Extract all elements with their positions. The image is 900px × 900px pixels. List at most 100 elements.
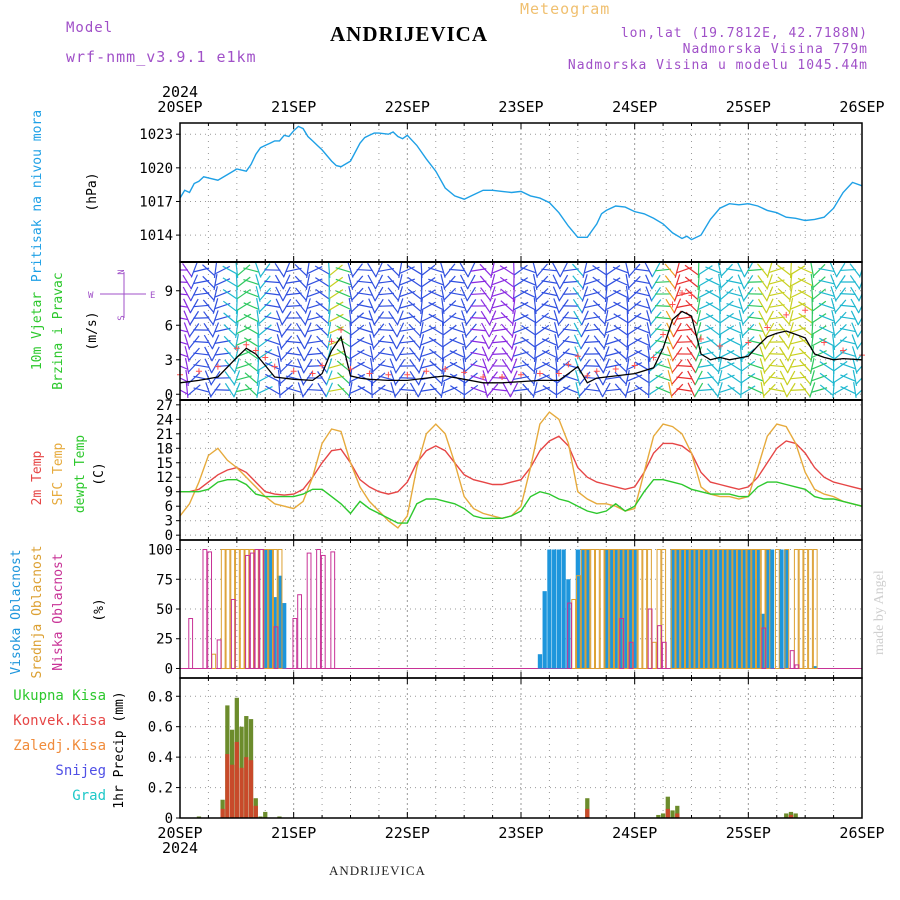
y-tick-label: 24 — [156, 412, 173, 428]
low-cloud-bar — [230, 598, 236, 669]
wind-arrow — [285, 329, 302, 331]
high-cloud-bar — [755, 549, 760, 669]
mid-cloud-bar — [694, 549, 700, 669]
pressure-ylabel: Pritisak na nivou mora — [30, 110, 45, 282]
wind-arrow — [512, 297, 516, 315]
wind-arrow — [676, 364, 693, 368]
wind-arrow — [488, 310, 497, 326]
wind-arrow — [325, 370, 333, 386]
gust-marker — [764, 324, 771, 331]
wind-arrow — [222, 265, 238, 275]
wind-arrow — [188, 347, 200, 361]
wind-arrow — [553, 310, 560, 326]
wind-arrow — [726, 314, 742, 322]
model-label: Model — [66, 20, 114, 36]
wind-arrow — [686, 347, 697, 361]
wind-arrow — [314, 265, 330, 275]
wind-arrow — [399, 388, 416, 392]
wind-arrow — [726, 326, 742, 334]
wind-arrow — [480, 287, 491, 301]
wind-arrow — [780, 382, 788, 398]
wind-arrow — [184, 358, 190, 374]
high-cloud-bar — [613, 549, 618, 669]
wind-arrow — [442, 337, 457, 347]
wind-arrow — [258, 324, 272, 336]
compass-e: E — [150, 291, 155, 301]
wind-arrow — [243, 278, 259, 286]
wind-arrow — [685, 323, 698, 337]
wind-arrow — [741, 385, 756, 395]
wind-arrow — [605, 301, 621, 311]
low-cloud-bar — [216, 639, 222, 669]
wind-arrow — [706, 359, 719, 373]
wind-arrow — [541, 268, 558, 272]
mid-cloud-bar — [576, 575, 581, 669]
wind-arrow — [727, 384, 741, 396]
wind-arrow — [809, 382, 816, 398]
wind-arrow — [378, 340, 395, 344]
wind-arrow — [212, 310, 219, 326]
wind-arrow — [839, 268, 856, 272]
wind-arrow — [726, 268, 743, 272]
wind-arrow — [274, 274, 284, 290]
wind-arrow — [329, 289, 344, 299]
wind-arrow — [257, 386, 273, 394]
gust-marker — [290, 368, 297, 375]
wind-arrow — [193, 292, 210, 296]
wind-arrow — [649, 335, 663, 349]
wind-arrow — [665, 310, 675, 326]
wind-arrow — [378, 375, 394, 381]
wind-arrow — [741, 360, 756, 372]
wind-arrow — [294, 264, 307, 276]
wind-arrow — [264, 304, 281, 308]
wind-arrow — [464, 384, 479, 396]
wind-arrow — [275, 298, 284, 314]
wind-arrow — [542, 361, 557, 371]
wind-arrow — [634, 373, 649, 383]
wind-arrow — [671, 383, 684, 397]
high-cloud-bar — [552, 549, 557, 669]
compass-cross — [100, 272, 146, 318]
wind-arrow — [317, 382, 327, 398]
wind-arrow — [684, 276, 699, 288]
wind-arrow — [625, 274, 630, 290]
wind-arrow — [350, 386, 366, 394]
y-tick-label: 50 — [156, 602, 173, 618]
wind-arrow — [182, 286, 192, 302]
wind-arrow — [810, 273, 814, 291]
wind-arrow — [420, 285, 423, 303]
wind-arrow — [819, 372, 834, 384]
wind-arrow — [296, 334, 306, 350]
wind-arrow — [351, 287, 364, 301]
wind-arrow — [778, 311, 790, 325]
wind-arrow — [705, 289, 721, 299]
elevation-info: Nadmorska Visina 779m — [682, 42, 868, 57]
wind-arrow — [470, 340, 487, 344]
gust-marker — [480, 374, 487, 380]
wind-arrow — [244, 384, 258, 396]
wind-arrow — [593, 323, 605, 337]
wind-arrow — [634, 384, 649, 396]
wind-arrow — [535, 300, 549, 312]
wind-arrow — [399, 340, 416, 344]
wind-arrow — [357, 385, 372, 395]
wind-arrow — [356, 268, 373, 272]
wind-arrow — [337, 383, 350, 397]
gust-marker — [243, 341, 250, 348]
mid-cloud-bar — [651, 641, 657, 669]
wind-arrow — [605, 376, 622, 380]
low-cloud-bar — [789, 650, 795, 669]
wind-arrow — [356, 303, 373, 309]
mid-cloud-bar — [571, 598, 577, 669]
wind-arrow — [377, 292, 395, 296]
wind-arrow — [317, 371, 328, 385]
wind-arrow — [705, 266, 721, 274]
wind-arrow — [534, 361, 550, 371]
wind-arrow — [593, 335, 605, 349]
wind-arrow — [491, 328, 508, 332]
wind-arrow — [601, 382, 611, 398]
wind-arrow — [305, 286, 311, 302]
mid-cloud-bar — [812, 549, 818, 669]
wind-arrow — [481, 322, 490, 338]
wind-arrow — [533, 297, 537, 315]
